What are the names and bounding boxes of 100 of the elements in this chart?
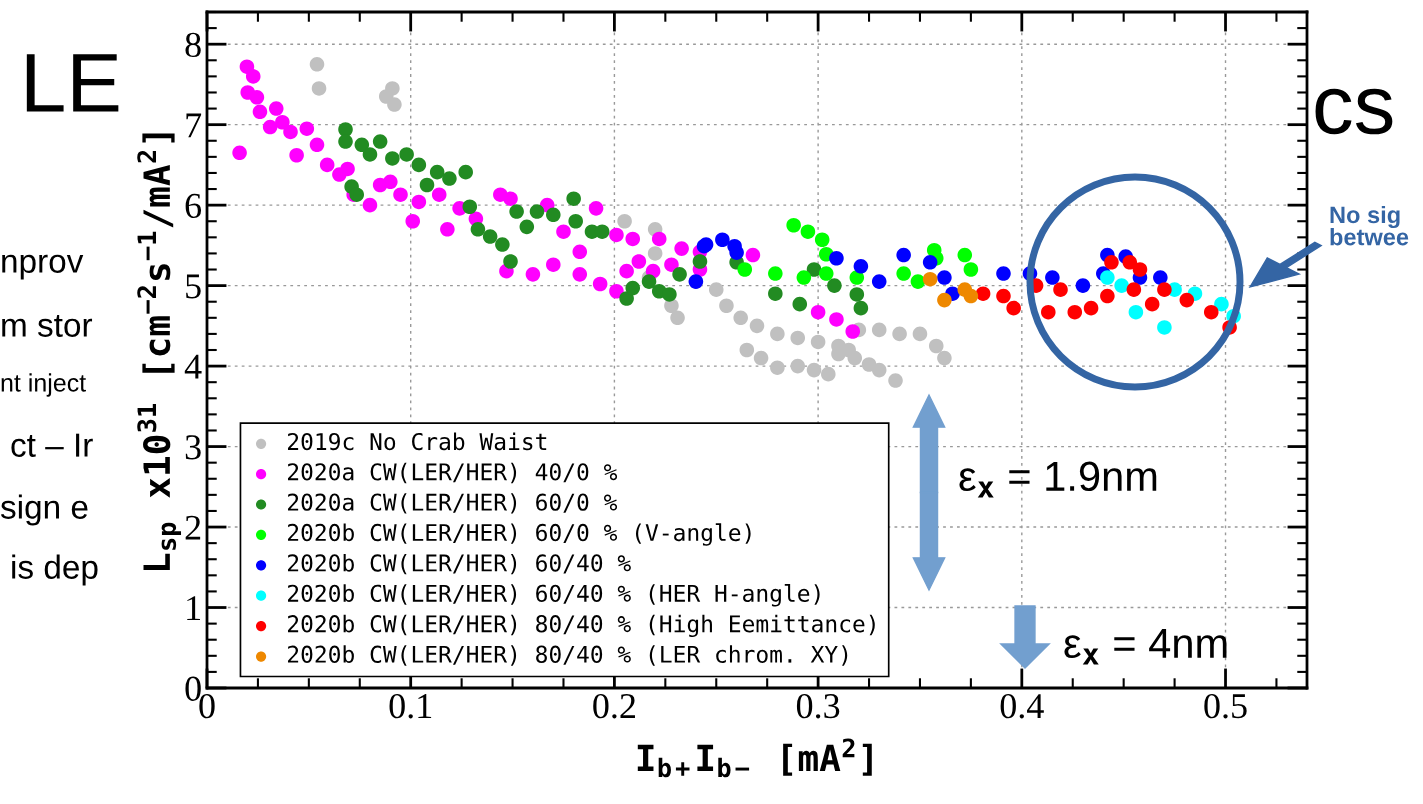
point: [737, 262, 753, 277]
point: [592, 276, 608, 292]
point: [309, 57, 325, 72]
point: [609, 283, 624, 299]
point: [1126, 282, 1142, 297]
point: [1006, 300, 1021, 316]
x-tick-label: 0.3: [796, 693, 840, 719]
point: [845, 324, 861, 339]
point: [631, 254, 647, 269]
point: [937, 292, 952, 308]
point: [442, 171, 457, 186]
point: [588, 201, 604, 216]
point: [525, 267, 541, 282]
point: [849, 287, 865, 302]
point: [405, 213, 421, 229]
annotation: ε$_{x}$ = 4nm: [1064, 629, 1227, 665]
point: [1100, 270, 1115, 285]
point: [821, 366, 836, 382]
text: ct – Ir: [11, 433, 93, 457]
point: [1045, 270, 1060, 285]
point: [651, 231, 667, 247]
point: [672, 267, 687, 282]
point: [1132, 262, 1148, 277]
legend-label: 2020b CW(LER/HER) 60/0 % (V-angle): [287, 523, 751, 546]
point: [749, 318, 765, 334]
text: is dep: [12, 554, 98, 586]
point: [387, 97, 402, 112]
point: [847, 350, 863, 366]
point: [568, 213, 583, 229]
point: [1114, 278, 1129, 293]
point: [349, 187, 365, 202]
point: [692, 254, 708, 269]
point: [871, 362, 887, 378]
point: [670, 310, 685, 326]
point: [715, 232, 730, 248]
point: [829, 312, 844, 327]
point: [566, 191, 581, 206]
point: [896, 247, 911, 263]
point: [641, 274, 657, 289]
point: [529, 204, 545, 219]
x-tick-label: 0.2: [593, 693, 635, 719]
point: [1083, 300, 1099, 316]
point: [829, 250, 844, 266]
point: [1100, 288, 1115, 304]
x-tick-label: 0.5: [1204, 693, 1247, 719]
point: [1122, 255, 1138, 270]
point: [733, 310, 748, 326]
point: [996, 288, 1011, 304]
point: [910, 274, 926, 289]
point: [786, 217, 801, 233]
point: [503, 254, 518, 269]
point: [619, 291, 634, 306]
point: [729, 245, 744, 260]
point: [252, 104, 268, 120]
point: [1104, 255, 1119, 270]
point: [249, 90, 265, 105]
point: [509, 204, 524, 219]
y-tick-label: 4: [184, 354, 202, 379]
point: [1157, 320, 1172, 335]
point: [937, 270, 952, 285]
point: [495, 237, 510, 252]
point: [922, 255, 938, 270]
point: [289, 147, 304, 163]
point: [664, 257, 679, 272]
point: [871, 322, 887, 338]
point: [739, 342, 755, 358]
point: [429, 164, 445, 180]
point: [792, 296, 808, 312]
point: [431, 187, 447, 202]
point: [458, 164, 473, 180]
point: [1157, 282, 1172, 297]
point: [745, 247, 761, 263]
x-tick-label: 0.4: [1000, 693, 1044, 719]
text: No sig betwee: [1330, 205, 1409, 246]
legend-label: 2019c No Crab Waist: [287, 432, 547, 451]
point: [790, 358, 806, 374]
point: [768, 266, 783, 281]
point: [796, 270, 812, 285]
point: [892, 326, 907, 342]
point: [647, 246, 663, 261]
point: [853, 300, 869, 316]
point: [338, 134, 353, 149]
point: [440, 222, 455, 237]
point: [546, 207, 561, 223]
point: [1075, 278, 1091, 293]
point: [299, 121, 315, 136]
point: [810, 304, 826, 320]
point: [1144, 296, 1160, 312]
text: m stor: [2, 315, 93, 337]
point: [340, 161, 355, 177]
point: [311, 81, 327, 96]
point: [385, 81, 400, 96]
point: [319, 157, 335, 173]
point: [770, 360, 785, 375]
point: [810, 334, 826, 350]
point: [1214, 296, 1229, 312]
legend-label: 2020b CW(LER/HER) 60/40 % (HER H-angle): [287, 584, 820, 607]
point: [556, 224, 571, 239]
point: [383, 174, 398, 190]
point: [963, 288, 979, 304]
